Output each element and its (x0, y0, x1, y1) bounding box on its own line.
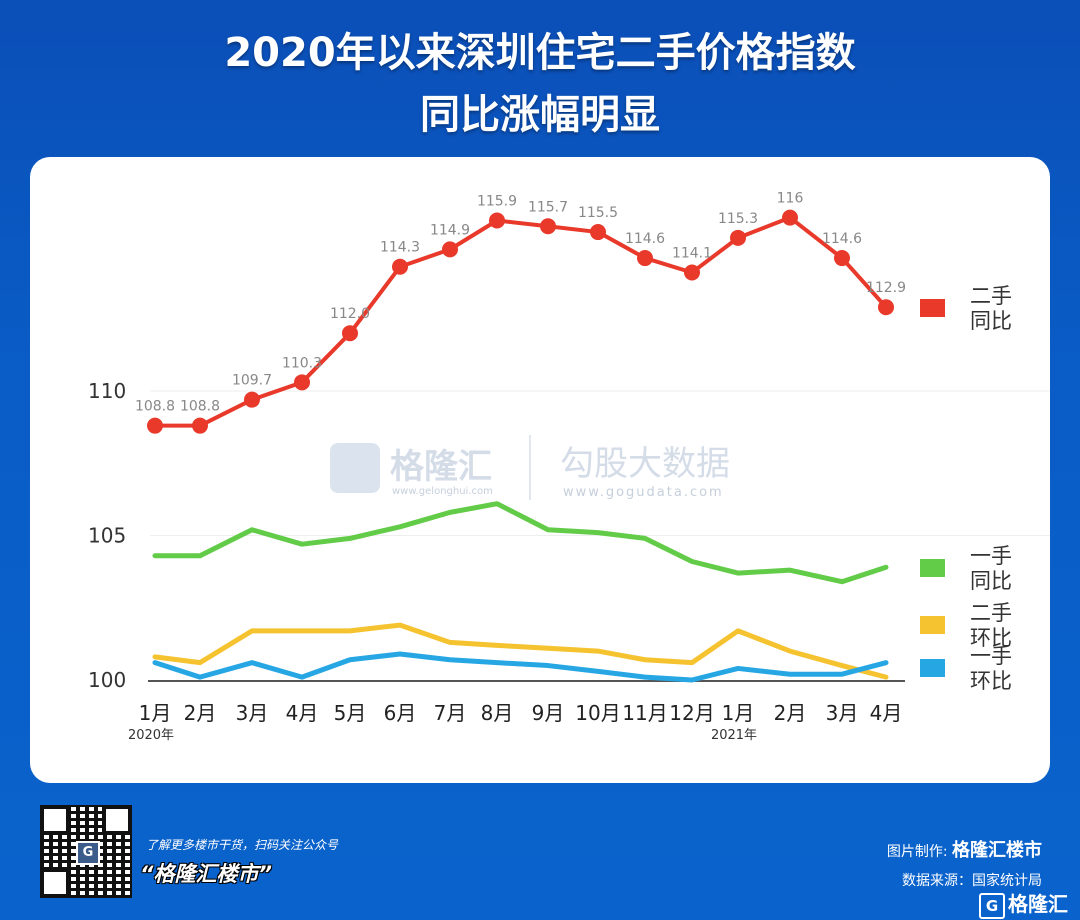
legend-swatch (920, 559, 945, 577)
data-label: 109.7 (232, 373, 272, 389)
data-label: 108.8 (180, 399, 220, 415)
x-tick-label: 3月 (826, 701, 859, 725)
brand-logo: G 格隆汇 (979, 888, 1068, 919)
year-label: 2020年 (128, 728, 174, 743)
data-point (147, 417, 163, 434)
year-label: 2021年 (711, 728, 757, 743)
data-label: 114.6 (822, 231, 862, 247)
made-by: 图片制作: 格隆汇楼市 (887, 836, 1042, 862)
legend-label: 二手 (970, 601, 1012, 625)
series-line-一手环比 (152, 651, 889, 683)
watermark-logo-icon (330, 443, 380, 493)
data-label: 115.3 (718, 211, 758, 227)
data-label: 115.9 (477, 193, 517, 209)
data-label: 112.0 (330, 306, 370, 322)
qr-logo-icon: G (76, 841, 100, 865)
legend-label: 同比 (970, 569, 1012, 593)
data-point (192, 417, 208, 434)
data-point (489, 212, 505, 229)
made-by-label: 图片制作: (886, 844, 952, 860)
watermark-url1: www.gelonghui.com (392, 486, 493, 497)
x-tick-label: 6月 (384, 701, 417, 725)
data-label: 116 (777, 191, 804, 207)
qr-tagline: 了解更多楼市干货，扫码关注公众号 (146, 838, 339, 852)
x-tick-label: 1月 (139, 701, 172, 725)
x-tick-label: 9月 (532, 701, 565, 725)
x-tick-label: 8月 (481, 701, 514, 725)
legend-label: 二手 (970, 284, 1012, 308)
data-source: 数据来源：国家统计局 (902, 873, 1042, 889)
data-label: 110.3 (282, 355, 322, 371)
watermark-brand2: 勾股大数据 (560, 444, 730, 484)
legend-label: 一手 (970, 644, 1012, 668)
data-point (637, 250, 653, 267)
x-tick-label: 1月 (722, 701, 755, 725)
x-tick-label: 4月 (870, 701, 903, 725)
data-point (834, 250, 850, 267)
data-point (730, 229, 746, 246)
qr-code: G (40, 805, 132, 898)
chart-title-line1: 2020年以来深圳住宅二手价格指数 (224, 30, 856, 76)
data-point (590, 224, 606, 241)
x-tick-label: 2月 (774, 701, 807, 725)
data-label: 115.7 (528, 199, 568, 215)
data-point (392, 258, 408, 275)
data-label: 115.5 (578, 205, 618, 221)
data-point (684, 264, 700, 281)
legend-swatch (920, 299, 945, 317)
made-by-value: 格隆汇楼市 (952, 840, 1042, 861)
data-label: 114.1 (672, 246, 712, 262)
series-line-二手同比 (153, 215, 888, 428)
y-tick-label: 100 (88, 668, 126, 692)
watermark-brand1: 格隆汇 (390, 447, 492, 487)
legend-label: 同比 (970, 309, 1012, 333)
x-tick-label: 3月 (236, 701, 269, 725)
y-tick-label: 110 (88, 379, 126, 403)
data-point (540, 218, 556, 235)
data-label: 108.8 (135, 399, 175, 415)
legend-swatch (920, 616, 945, 634)
legend-label: 一手 (970, 544, 1012, 568)
account-name: “格隆汇楼市” (140, 862, 273, 886)
x-tick-label: 11月 (622, 701, 667, 725)
data-point (782, 209, 798, 226)
data-label: 114.6 (625, 231, 665, 247)
brand-logo-icon: G (979, 892, 1005, 919)
x-tick-label: 10月 (575, 701, 620, 725)
legend-label: 环比 (970, 669, 1012, 693)
x-tick-label: 12月 (669, 701, 714, 725)
data-point (244, 391, 260, 408)
data-point (294, 374, 310, 391)
x-tick-label: 5月 (334, 701, 367, 725)
watermark-url2: www.gogudata.com (563, 485, 724, 500)
brand-logo-text: 格隆汇 (1008, 892, 1068, 916)
data-label: 114.3 (380, 240, 420, 256)
series-line-二手环比 (152, 622, 889, 680)
x-tick-label: 2月 (184, 701, 217, 725)
legend-label: 环比 (970, 626, 1012, 650)
x-tick-label: 7月 (434, 701, 467, 725)
data-point (342, 325, 358, 342)
data-point (442, 241, 458, 258)
data-label: 114.9 (430, 222, 470, 238)
series-line-一手同比 (152, 501, 889, 585)
y-tick-label: 105 (88, 524, 126, 548)
data-point (878, 299, 894, 316)
chart-title-line2: 同比涨幅明显 (420, 92, 660, 138)
x-tick-label: 4月 (286, 701, 319, 725)
legend-swatch (920, 659, 945, 677)
data-label: 112.9 (866, 280, 906, 296)
